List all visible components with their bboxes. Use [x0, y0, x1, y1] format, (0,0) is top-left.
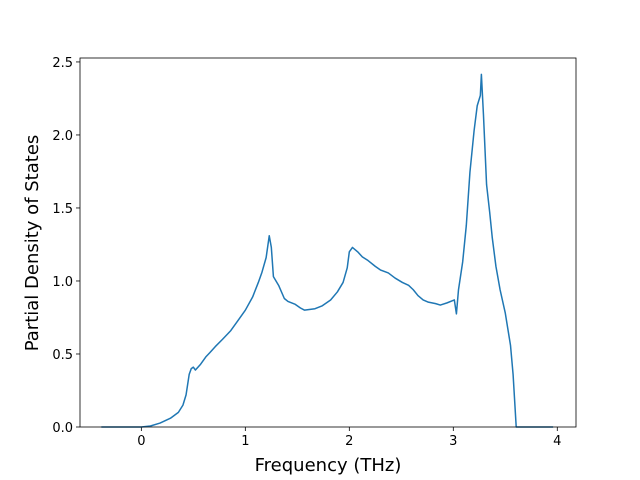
x-tick-label: 0 [137, 434, 145, 449]
y-tick-label: 0.5 [52, 348, 73, 363]
x-tick-label: 4 [553, 434, 561, 449]
plot-frame [79, 57, 577, 428]
y-tick-label: 2.5 [52, 56, 73, 71]
y-tick-label: 2.0 [52, 129, 73, 144]
x-axis-label: Frequency (THz) [255, 455, 402, 476]
y-tick-label: 1.0 [52, 275, 73, 290]
y-tick-label: 1.5 [52, 202, 73, 217]
data-line [101, 73, 554, 428]
x-tick-label: 2 [345, 434, 353, 449]
y-axis-label: Partial Density of States [22, 135, 43, 352]
x-tick-label: 1 [241, 434, 249, 449]
x-tick-label: 3 [449, 434, 457, 449]
y-tick-label: 0.0 [52, 421, 73, 436]
